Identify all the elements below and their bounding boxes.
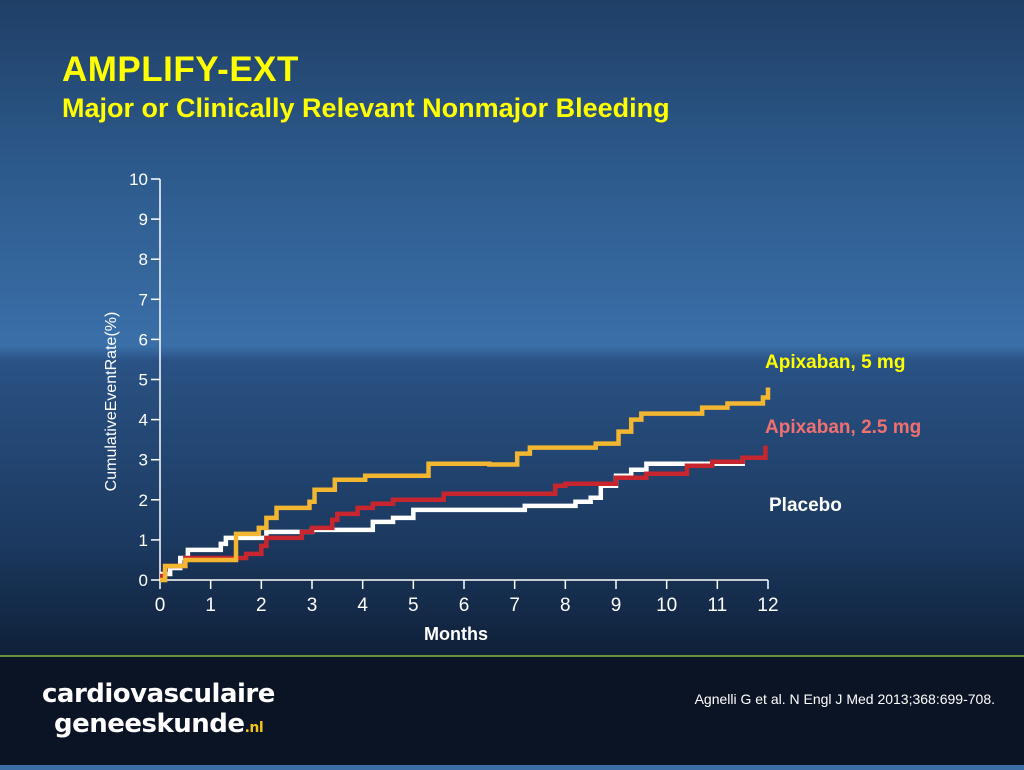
x-tick-label: 3 — [307, 595, 318, 616]
series-label: Apixaban, 2.5 mg — [765, 417, 921, 438]
y-tick-label: 6 — [139, 330, 148, 349]
series-label: Apixaban, 5 mg — [765, 352, 905, 373]
x-tick-label: 0 — [155, 595, 166, 616]
citation: Agnelli G et al. N Engl J Med 2013;368:6… — [694, 691, 995, 707]
logo-line2-text: geneeskunde — [54, 709, 245, 739]
x-tick-label: 6 — [459, 595, 470, 616]
logo-suffix: .nl — [244, 720, 264, 736]
footer: cardiovasculaire geneeskunde.nl Agnelli … — [0, 655, 1024, 770]
y-tick-label: 0 — [139, 571, 148, 590]
logo: cardiovasculaire geneeskunde.nl — [42, 679, 275, 739]
x-tick-label: 12 — [757, 595, 778, 616]
slide-subtitle: Major or Clinically Relevant Nonmajor Bl… — [62, 93, 670, 123]
y-tick-label: 10 — [129, 170, 148, 189]
x-tick-label: 10 — [656, 595, 677, 616]
y-tick-label: 3 — [139, 451, 148, 470]
x-tick-label: 1 — [205, 595, 216, 616]
x-tick-label: 4 — [357, 595, 368, 616]
x-tick-label: 2 — [256, 595, 267, 616]
x-tick-label: 7 — [509, 595, 520, 616]
y-tick-label: 8 — [139, 250, 148, 269]
y-tick-label: 1 — [139, 531, 148, 550]
logo-line2: geneeskunde.nl — [54, 709, 275, 739]
series-label: Placebo — [769, 495, 842, 516]
series-line — [160, 445, 768, 579]
y-axis-label: CumulativeEventRate(%) — [103, 312, 120, 492]
y-tick-label: 9 — [139, 210, 148, 229]
x-tick-label: 8 — [560, 595, 571, 616]
x-tick-label: 11 — [707, 595, 727, 616]
y-tick-label: 4 — [139, 411, 148, 430]
series-line — [160, 387, 771, 583]
x-tick-label: 5 — [408, 595, 419, 616]
y-tick-label: 2 — [139, 491, 148, 510]
x-axis-label: Months — [424, 624, 488, 644]
logo-line1: cardiovasculaire — [42, 679, 275, 709]
y-tick-label: 7 — [139, 290, 148, 309]
y-tick-label: 5 — [139, 371, 148, 390]
x-tick-label: 9 — [611, 595, 622, 616]
slide-title: AMPLIFY-EXT — [62, 50, 299, 89]
